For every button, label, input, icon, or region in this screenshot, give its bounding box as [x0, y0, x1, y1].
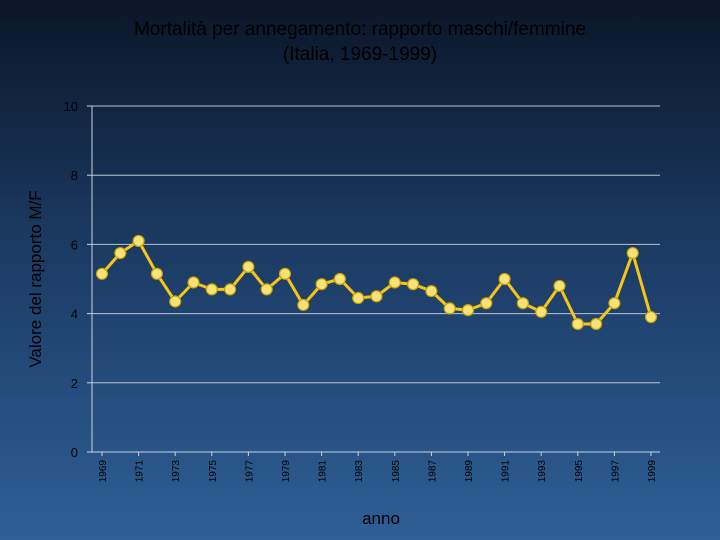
y-tick-label: 4 [71, 307, 78, 322]
chart-title: Mortalità per annegamento: rapporto masc… [134, 19, 586, 40]
data-point [297, 298, 310, 312]
x-tick-label: 1977 [244, 460, 255, 483]
data-point [535, 305, 548, 318]
data-point [644, 310, 658, 324]
y-tick-label: 8 [71, 168, 78, 183]
data-point [516, 297, 530, 310]
x-tick-label: 1975 [208, 460, 219, 483]
x-tick-label: 1991 [501, 460, 512, 483]
x-tick-label: 1983 [354, 460, 365, 483]
data-point [589, 317, 603, 331]
x-tick-label: 1989 [464, 460, 475, 483]
y-tick-label: 6 [71, 237, 78, 252]
y-axis-label: Valore del rapporto M/F [26, 190, 45, 367]
x-tick-label: 1999 [647, 460, 658, 483]
data-point [150, 267, 163, 280]
y-tick-label: 2 [71, 376, 78, 391]
y-tick-labels: 0 2 4 6 8 10 [64, 99, 78, 460]
data-point [260, 283, 273, 296]
gridlines [92, 105, 660, 384]
series-layer [95, 234, 658, 331]
data-point [370, 290, 383, 303]
data-point [352, 291, 365, 305]
data-point [443, 302, 456, 315]
data-point [278, 267, 292, 280]
data-point [626, 246, 639, 260]
data-point [553, 279, 566, 293]
data-point [95, 267, 109, 280]
x-axis-label: anno [362, 509, 400, 528]
data-point [114, 246, 127, 260]
data-point [407, 278, 420, 291]
x-tick-label: 1981 [318, 460, 329, 483]
x-tick-label: 1979 [281, 460, 292, 483]
series-line [100, 239, 653, 326]
data-point [315, 278, 328, 291]
data-point [187, 276, 200, 289]
x-tick-labels: 1969 1971 1973 1975 1977 1979 1981 1983 1985 1987… [98, 460, 658, 483]
x-tick-label: 1993 [537, 460, 548, 483]
data-point [461, 304, 475, 317]
x-tick-label: 1997 [610, 460, 621, 483]
x-tick-label: 1987 [427, 460, 438, 483]
x-tick-label: 1985 [391, 460, 402, 483]
data-point [498, 272, 511, 286]
data-point [132, 234, 145, 248]
data-point [205, 283, 218, 296]
data-point [480, 297, 493, 310]
y-tick-label: 10 [64, 99, 78, 114]
x-tick-label: 1995 [574, 460, 585, 483]
data-point [571, 317, 584, 331]
data-point [608, 297, 621, 310]
data-point [224, 283, 237, 296]
data-point [425, 285, 438, 298]
data-point [169, 295, 182, 308]
x-tick-label: 1971 [135, 460, 146, 483]
axes [87, 105, 660, 456]
data-point [333, 272, 346, 286]
chart-subtitle: (Italia, 1969-1999) [283, 44, 437, 65]
data-point [242, 260, 255, 273]
x-tick-label: 1969 [98, 460, 109, 483]
x-tick-label: 1973 [171, 460, 182, 483]
y-tick-label: 0 [71, 445, 78, 460]
data-point [388, 276, 401, 289]
